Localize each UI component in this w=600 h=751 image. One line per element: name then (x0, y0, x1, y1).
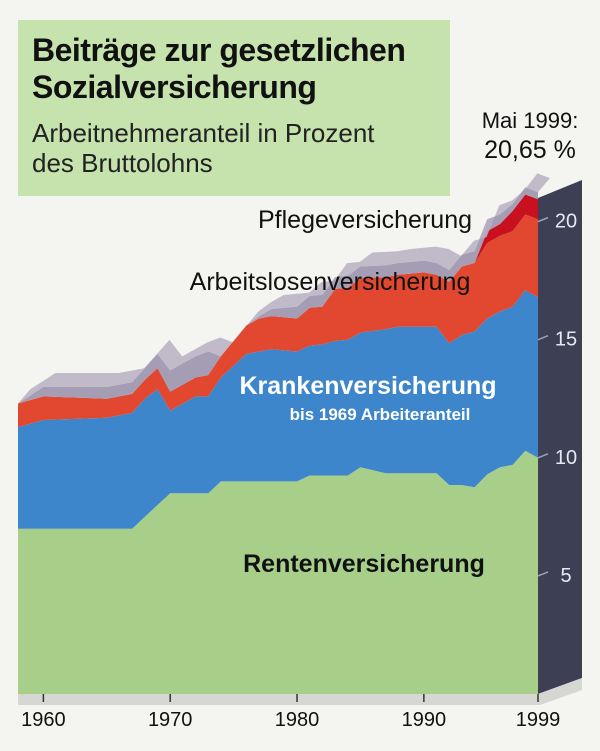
chart-title: Beiträge zur gesetzlichen Sozialversiche… (32, 32, 442, 106)
series-label-kranken: Krankenversicherung (239, 372, 496, 400)
y-tick-label: 15 (555, 329, 577, 351)
y-tick-mark (537, 453, 549, 459)
area-arbeitslosen-series (18, 214, 538, 428)
y-tick-label: 5 (560, 565, 571, 587)
series-label-renten: Rentenversicherung (243, 550, 485, 578)
y-tick-mark (537, 216, 549, 223)
series-labels: Rentenversicherung Krankenversicherung bis… (190, 206, 497, 578)
series-label-arbeitslosen: Arbeitslosenversicherung (190, 268, 471, 296)
area-top-faces (18, 173, 550, 404)
series-label-kranken-detail: bis 1969 Arbeiteranteil (290, 405, 471, 424)
title-box (18, 20, 450, 196)
y-axis-panel (538, 180, 582, 694)
annotation-value: 20,65 % (484, 136, 576, 164)
x-tick-label: 1999 (516, 709, 561, 731)
x-tick-label: 1990 (402, 709, 447, 731)
y-tick-mark (537, 335, 549, 341)
chart-subtitle: Arbeitnehmeranteil in Prozent des Brutto… (32, 118, 442, 178)
x-axis-ticks: 1960 1970 1980 1990 1999 (21, 694, 560, 731)
x-tick-label: 1970 (148, 709, 193, 731)
area-rente-series (18, 450, 538, 694)
x-tick-label: 1980 (275, 709, 320, 731)
chart-title-line-1: Beiträge zur gesetzlichen (32, 32, 406, 68)
chart-title-line-2: Sozialversicherung (32, 69, 317, 105)
y-tick-mark (537, 571, 549, 577)
y-tick-label: 20 (555, 211, 577, 233)
chart-subtitle-line-1: Arbeitnehmeranteil in Prozent (32, 118, 375, 148)
y-tick-label: 10 (555, 447, 577, 469)
chart-subtitle-line-2: des Bruttolohns (32, 148, 213, 178)
chart-floor-shadow (18, 678, 582, 705)
x-tick-label: 1960 (21, 709, 66, 731)
top-face-total (18, 173, 550, 404)
area-series-group (18, 187, 538, 694)
series-label-pflege: Pflegeversicherung (258, 206, 472, 234)
y-axis-ticks: 5 10 15 20 (537, 211, 577, 587)
annotation-date: Mai 1999: (481, 108, 579, 133)
area-kranken-series (18, 290, 538, 529)
